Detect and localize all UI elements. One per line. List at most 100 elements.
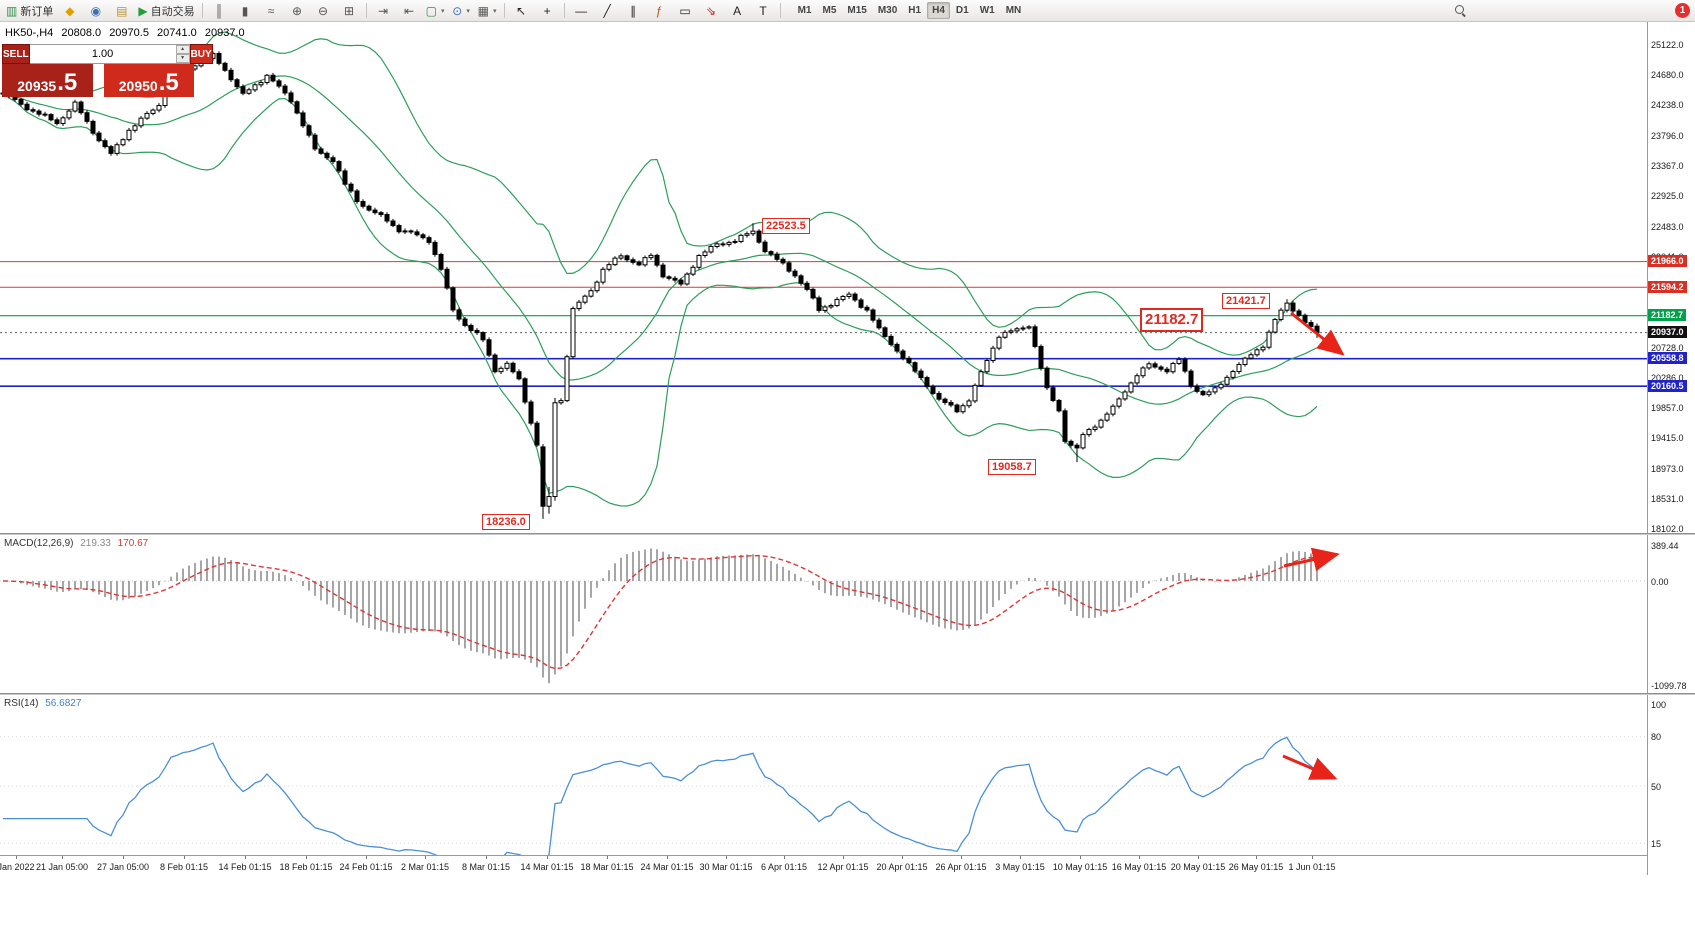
timeframe-d1[interactable]: D1	[955, 5, 969, 16]
time-tick	[726, 856, 727, 859]
channel-button[interactable]: ∥	[621, 0, 646, 21]
price-axis-label: 22925.0	[1651, 191, 1684, 202]
zoom-out-button[interactable]: ⊖	[311, 0, 336, 21]
buy-price-main: 20950	[118, 78, 158, 95]
toolbar-separator	[201, 3, 203, 18]
text-button[interactable]: A	[725, 0, 750, 21]
price-badge-green: 21182.7	[1648, 309, 1687, 322]
favorites-button[interactable]: ◆	[57, 0, 82, 21]
horizontal-line-icon: —	[575, 3, 588, 18]
buy-price[interactable]: 20950 .5	[103, 64, 194, 97]
cursor-button[interactable]: ↖	[509, 0, 534, 21]
ohlc-low: 20741.0	[157, 27, 197, 39]
timeframe-h4[interactable]: H4	[927, 2, 950, 19]
time-axis[interactable]: Jan 2022 21 Jan 05:00 27 Jan 05:00 8 Feb 01…	[0, 855, 1647, 876]
bollinger-lower-band	[2, 92, 1318, 507]
one-click-trading-panel: SELL BUY 20935 .5 20950 .5	[2, 44, 213, 97]
new-chart-button[interactable]: ▢ ▾	[423, 0, 448, 21]
macd-indicator-canvas[interactable]	[0, 535, 1647, 693]
price-axis-label: 23367.0	[1651, 160, 1684, 171]
trend-arrow	[1283, 547, 1340, 572]
timeframe-mn[interactable]: MN	[1005, 5, 1022, 16]
time-axis-label: 18 Feb 01:15	[279, 862, 333, 872]
timeframe-m1[interactable]: M1	[797, 5, 812, 16]
autotrading-button-label: 自动交易	[150, 5, 195, 18]
time-axis-label: 2 Mar 01:15	[400, 862, 450, 872]
time-tick	[16, 856, 17, 859]
time-axis-label: 26 Apr 01:15	[935, 862, 987, 872]
chart-shift-icon: ⇤	[404, 3, 415, 18]
auto-scroll-button[interactable]: ⇥	[371, 0, 396, 21]
price-axis-label: 20728.0	[1651, 342, 1684, 353]
crosshair-button[interactable]: +	[535, 0, 560, 21]
timeframe-m15[interactable]: M15	[847, 5, 867, 16]
pane-splitter[interactable]	[0, 533, 1695, 535]
volume-down-button[interactable]	[175, 54, 190, 63]
price-annotation: 22523.5	[762, 218, 810, 234]
sell-price-main: 20935	[17, 78, 57, 95]
price-axis[interactable]: 25122.0 24680.0 24238.0 23796.0 23367.0 22925…	[1647, 22, 1695, 875]
time-tick	[123, 856, 124, 859]
text-label-button[interactable]: T	[751, 0, 776, 21]
time-axis-label: 1 Jun 01:15	[1288, 862, 1336, 872]
volume-up-button[interactable]	[175, 45, 190, 54]
search-button[interactable]	[1448, 0, 1473, 21]
text-icon: A	[733, 3, 742, 18]
profile-icon: ◉	[90, 3, 102, 18]
time-tick	[1256, 856, 1257, 859]
time-tick	[784, 856, 785, 859]
ohlc-open: 20808.0	[61, 27, 102, 39]
fibonacci-icon: ƒ	[655, 3, 663, 18]
volume-input[interactable]	[29, 45, 176, 63]
price-axis-label: 24238.0	[1651, 100, 1684, 111]
zoom-in-icon: ⊕	[292, 3, 303, 18]
sell-button[interactable]: SELL	[2, 44, 30, 64]
time-axis-label: 26 May 01:15	[1228, 862, 1284, 872]
arrows-button[interactable]: ⇘	[699, 0, 724, 21]
timeframe-w1[interactable]: W1	[979, 5, 995, 16]
new-order-icon: ▥	[6, 3, 18, 18]
sell-price[interactable]: 20935 .5	[2, 64, 93, 97]
pane-splitter[interactable]	[0, 693, 1695, 695]
time-tick	[961, 856, 962, 859]
buy-button[interactable]: BUY	[189, 44, 213, 64]
time-tick	[245, 856, 246, 859]
time-tick	[486, 856, 487, 859]
profile-button[interactable]: ◉	[83, 0, 108, 21]
shapes-button[interactable]: ▭	[673, 0, 698, 21]
tile-windows-icon: ⊞	[344, 3, 355, 18]
timeframe-m5[interactable]: M5	[822, 5, 837, 16]
fibonacci-button[interactable]: ƒ	[647, 0, 672, 21]
tile-windows-button[interactable]: ⊞	[337, 0, 362, 21]
time-axis-label: 20 Apr 01:15	[876, 862, 928, 872]
notification-badge[interactable]: 1	[1675, 3, 1690, 18]
time-axis-label: 20 May 01:15	[1170, 862, 1226, 872]
main-chart-canvas[interactable]	[0, 22, 1647, 533]
macd-axis-label: 0.00	[1651, 576, 1669, 587]
timeframe-h1[interactable]: H1	[908, 5, 922, 16]
zoom-in-button[interactable]: ⊕	[285, 0, 310, 21]
new-order-button[interactable]: ▥ 新订单	[3, 0, 56, 21]
time-axis-label: 8 Feb 01:15	[159, 862, 209, 872]
time-tick	[547, 856, 548, 859]
time-axis-label: 18 Mar 01:15	[580, 862, 634, 872]
horizontal-line-button[interactable]: —	[569, 0, 594, 21]
rsi-indicator-canvas[interactable]	[0, 695, 1647, 855]
autotrading-button[interactable]: ▶ 自动交易	[135, 0, 197, 21]
chart-shift-button[interactable]: ⇤	[397, 0, 422, 21]
template-button[interactable]: ▦ ▾	[475, 0, 500, 21]
time-tick	[902, 856, 903, 859]
price-axis-label: 19415.0	[1651, 433, 1684, 444]
time-axis-label: 21 Jan 05:00	[35, 862, 89, 872]
ohlc-high: 20970.5	[109, 27, 149, 39]
candlestick-chart-button[interactable]: ▮	[233, 0, 258, 21]
price-annotation: 21182.7	[1140, 308, 1204, 332]
news-button[interactable]: ▤	[109, 0, 134, 21]
line-chart-button[interactable]: ≈	[259, 0, 284, 21]
bar-chart-button[interactable]: ║	[207, 0, 232, 21]
period-button[interactable]: ⊙ ▾	[449, 0, 474, 21]
timeframe-m30[interactable]: M30	[877, 5, 898, 16]
rsi-axis-label: 15	[1651, 838, 1662, 849]
trendline-button[interactable]: ╱	[595, 0, 620, 21]
price-badge-red: 21966.0	[1648, 255, 1687, 268]
